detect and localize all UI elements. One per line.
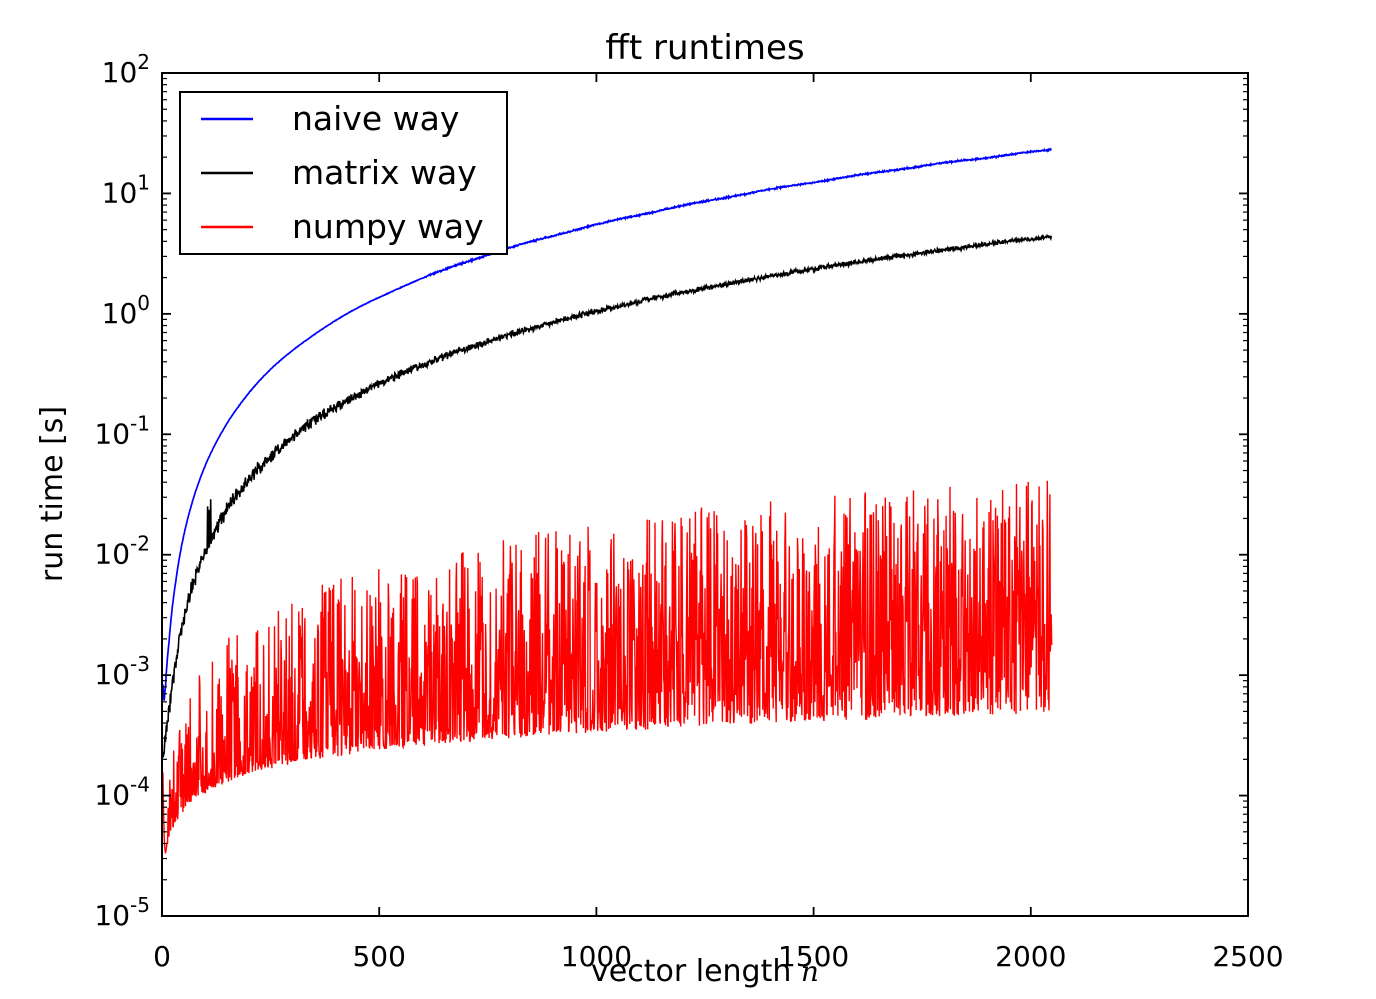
legend: naive way matrix way numpy way xyxy=(179,91,508,255)
y-tick-exponent: 2 xyxy=(137,50,150,74)
x-axis-label: vector length n xyxy=(591,954,819,989)
y-tick-exponent: -3 xyxy=(130,652,150,676)
legend-label-naive-way: naive way xyxy=(292,99,459,138)
y-tick-exponent: -4 xyxy=(130,773,150,797)
chart-title: fft runtimes xyxy=(605,28,804,68)
series-numpy-way-line xyxy=(162,480,1053,854)
y-tick-exponent: -1 xyxy=(130,411,150,435)
y-tick-exponent: -2 xyxy=(130,532,150,556)
y-tick-label: 101 xyxy=(102,170,150,209)
x-tick-label: 1000 xyxy=(561,940,632,973)
x-tick-label: 1500 xyxy=(778,940,849,973)
plot-border xyxy=(161,72,1249,917)
series-matrix-way-line xyxy=(162,233,1053,758)
x-tick-label: 2000 xyxy=(995,940,1066,973)
axis-tick-labels: 0 500 1000 1500 2000 250010210110010-110-210-… xyxy=(94,50,1283,973)
x-axis-label-text: vector length xyxy=(591,954,801,989)
x-tick-label: 0 xyxy=(153,940,171,973)
y-tick-exponent: 0 xyxy=(137,291,150,315)
axis-ticks xyxy=(161,72,1249,917)
x-tick-label: 500 xyxy=(352,940,405,973)
legend-label-numpy-way: numpy way xyxy=(292,207,484,246)
y-tick-exponent: 1 xyxy=(137,170,150,194)
series-naive-way-line xyxy=(162,147,1052,701)
legend-label-matrix-way: matrix way xyxy=(292,153,477,192)
plot-series xyxy=(162,147,1053,854)
y-axis-label: run time [s] xyxy=(35,406,70,582)
x-tick-label: 2500 xyxy=(1212,940,1283,973)
x-axis-label-math-n: n xyxy=(801,955,819,988)
y-tick-exponent: -5 xyxy=(130,893,150,917)
